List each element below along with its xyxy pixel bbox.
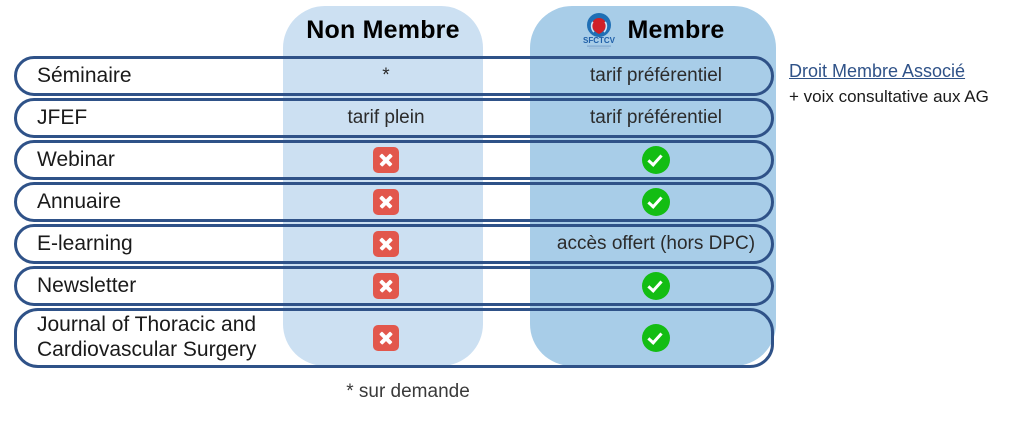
side-note-subtext: + voix consultative aux AG [789,87,989,106]
check-icon [642,146,670,174]
droit-membre-associe-link[interactable]: Droit Membre Associé [789,61,966,81]
row-label: JFEF [37,101,292,135]
row-label: Séminaire [37,59,292,93]
row-label: Newsletter [37,269,292,303]
row-label-line1: Journal of Thoracic and [37,313,257,337]
table-row: Journal of Thoracic and Cardiovascular S… [14,308,774,368]
footnote: * sur demande [346,381,470,402]
row-label-line1: Newsletter [37,273,137,297]
row-label-line2: Cardiovascular Surgery [37,338,257,361]
row-label: Annuaire [37,185,292,219]
row-label: Webinar [37,143,292,177]
row-label-line1: JFEF [37,105,88,129]
cross-icon [373,325,399,351]
column-header-non-membre: Non Membre [283,10,483,50]
cell-non-membre [286,311,486,365]
table-row: Séminaire * tarif préférentiel [14,56,774,96]
table-row: Webinar [14,140,774,180]
column-header-membre-label: Membre [627,15,725,44]
cell-non-membre-text: tarif plein [347,107,425,128]
column-header-non-membre-label: Non Membre [306,15,460,44]
table-row: Newsletter [14,266,774,306]
cell-membre [533,269,779,303]
column-band-non-membre [283,6,483,366]
check-icon [642,324,670,352]
cross-icon [373,273,399,299]
cell-non-membre-text: * [382,65,390,86]
cell-non-membre: tarif plein [286,101,486,135]
row-label-line1: Séminaire [37,63,132,87]
table-row: JFEF tarif plein tarif préférentiel [14,98,774,138]
cell-membre: accès offert (hors DPC) [533,227,779,261]
row-label: Journal of Thoracic and Cardiovascular S… [37,311,292,365]
cell-membre-text: tarif préférentiel [589,107,722,128]
cell-membre-text: accès offert (hors DPC) [556,233,756,254]
cell-non-membre [286,227,486,261]
row-label-line1: Annuaire [37,189,122,213]
column-header-membre: SFCTCV Membre [530,10,776,50]
check-icon [642,272,670,300]
cell-membre: tarif préférentiel [533,101,779,135]
cell-membre [533,143,779,177]
cell-non-membre [286,185,486,219]
cell-non-membre: * [286,59,486,93]
cross-icon [373,189,399,215]
cross-icon [373,147,399,173]
cell-membre [533,185,779,219]
cell-membre: tarif préférentiel [533,59,779,93]
side-note: Droit Membre Associé + voix consultative… [789,58,1021,110]
cell-non-membre [286,269,486,303]
cell-membre [533,311,779,365]
table-row: Annuaire [14,182,774,222]
cell-non-membre [286,143,486,177]
row-label: E-learning [37,227,292,261]
sfctcv-logo-icon: SFCTCV [581,10,617,50]
cell-membre-text: tarif préférentiel [589,65,722,86]
table-row: E-learning accès offert (hors DPC) [14,224,774,264]
row-label-line1: Webinar [37,147,115,171]
check-icon [642,188,670,216]
row-label-line1: E-learning [37,231,133,255]
svg-text:SFCTCV: SFCTCV [583,36,616,45]
cross-icon [373,231,399,257]
column-band-membre [530,6,776,366]
